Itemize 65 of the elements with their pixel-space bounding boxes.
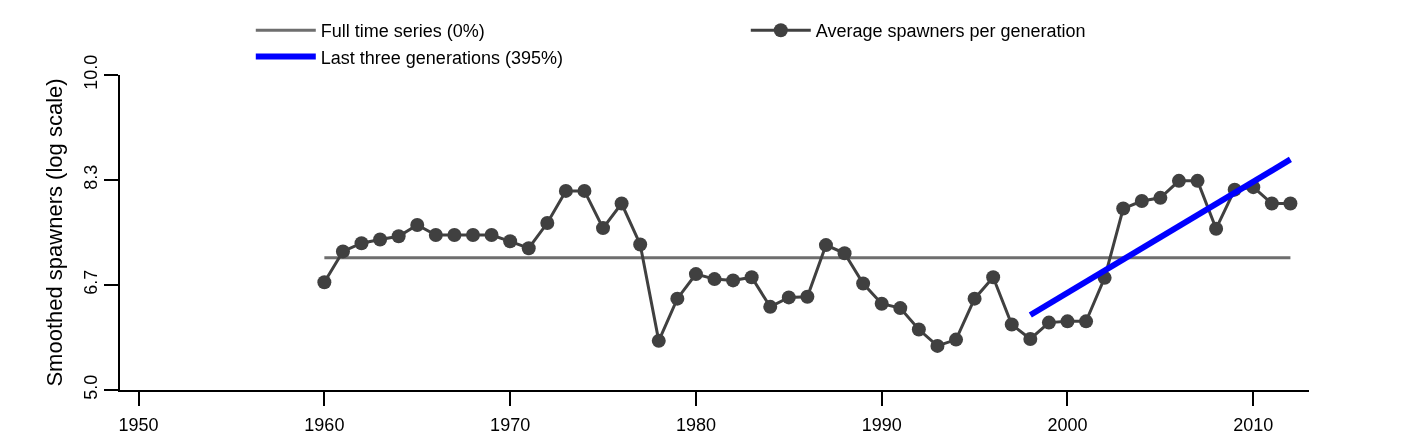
point — [911, 322, 926, 337]
point — [1079, 314, 1094, 329]
point — [614, 196, 629, 211]
point — [744, 270, 759, 285]
x-tick-label: 1970 — [490, 415, 531, 436]
point — [447, 228, 462, 243]
y-tick-label: 6.7 — [81, 269, 102, 295]
legend-label: Last three generations (395%) — [320, 47, 563, 68]
legend-label: Full time series (0%) — [320, 21, 485, 42]
point — [1190, 173, 1205, 188]
point — [596, 221, 611, 236]
point — [465, 228, 480, 243]
point — [800, 289, 815, 304]
point — [633, 237, 648, 252]
point — [373, 232, 388, 247]
point — [707, 272, 722, 287]
point — [930, 338, 945, 353]
point — [1134, 194, 1149, 208]
point — [484, 228, 499, 243]
y-tick-label: 10.0 — [81, 54, 102, 90]
point — [540, 216, 555, 231]
point — [1116, 201, 1131, 216]
point — [1264, 196, 1279, 211]
point — [967, 291, 982, 306]
point — [503, 234, 518, 249]
point — [1283, 196, 1298, 211]
point — [763, 299, 778, 314]
point — [1023, 331, 1038, 346]
point — [949, 332, 964, 347]
point — [670, 291, 685, 306]
point — [651, 333, 666, 348]
point — [317, 275, 332, 290]
point — [1209, 221, 1224, 236]
point — [726, 273, 741, 288]
x-tick-label: 1980 — [675, 415, 716, 436]
point — [688, 267, 703, 282]
x-tick-label: 1990 — [861, 415, 902, 436]
point — [874, 296, 889, 311]
point — [818, 238, 833, 253]
point — [856, 276, 871, 291]
point — [837, 246, 852, 261]
x-tick-label: 2000 — [1047, 415, 1088, 436]
point — [1171, 173, 1186, 188]
x-tick-label: 1950 — [118, 415, 159, 436]
point — [354, 236, 369, 251]
y-tick-label: 5.0 — [81, 374, 102, 400]
point — [521, 241, 536, 256]
point — [335, 244, 350, 259]
point — [577, 183, 592, 198]
y-tick-label: 8.3 — [81, 164, 102, 190]
point — [893, 301, 908, 316]
point — [428, 228, 443, 243]
point — [391, 229, 406, 244]
x-tick-label: 1960 — [304, 415, 345, 436]
y-axis-title: Smoothed spawners (log scale) — [42, 78, 68, 387]
point — [558, 183, 573, 198]
point — [781, 290, 796, 305]
point — [1004, 317, 1019, 332]
point — [1041, 315, 1056, 330]
point — [1060, 314, 1075, 329]
x-tick-label: 2010 — [1233, 415, 1274, 436]
legend-label: Average spawners per generation — [815, 21, 1086, 42]
point — [410, 217, 425, 232]
point — [1153, 190, 1168, 205]
point — [986, 270, 1001, 285]
